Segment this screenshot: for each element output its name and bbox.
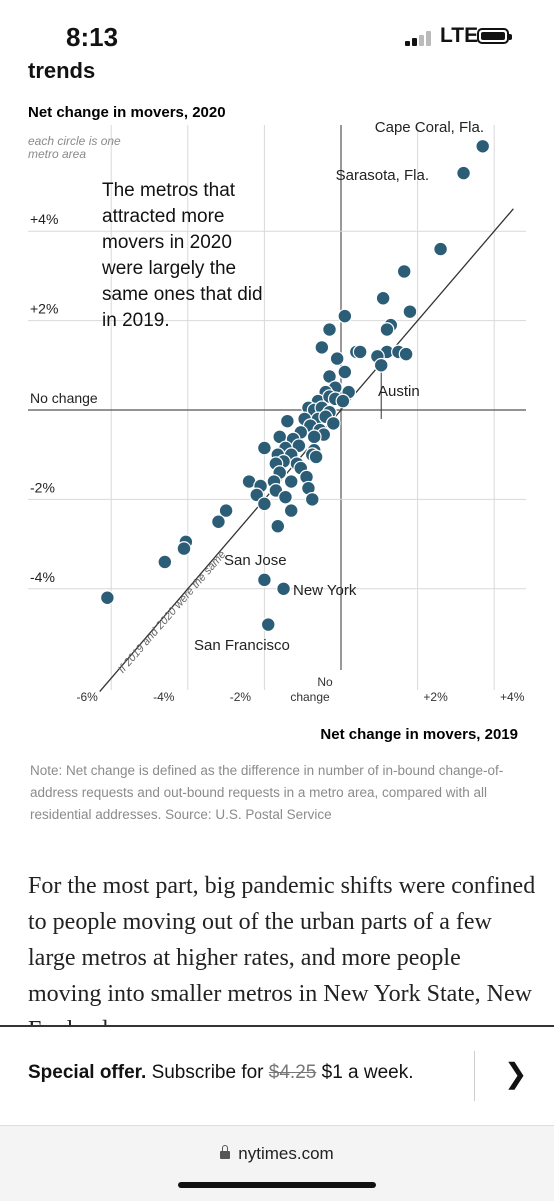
scatter-chart: Net change in movers, 2020 each circle i… [0, 90, 554, 750]
data-point [284, 475, 298, 489]
home-indicator[interactable] [178, 1182, 376, 1188]
chart-note: Note: Net change is defined as the diffe… [30, 760, 530, 826]
data-point [258, 441, 272, 455]
x-tick-label: -4% [153, 690, 175, 704]
y-tick-label: +4% [30, 211, 58, 227]
data-point [305, 493, 319, 507]
data-point [212, 515, 226, 529]
data-point [380, 323, 394, 337]
data-point [434, 242, 448, 256]
point-label: Cape Coral, Fla. [375, 119, 484, 136]
data-point [403, 305, 417, 319]
diagonal-label: If 2019 and 2020 were the same [116, 549, 229, 676]
lock-icon [220, 1151, 230, 1159]
data-point [338, 309, 352, 323]
point-label: Sarasota, Fla. [336, 167, 429, 184]
data-point [258, 573, 272, 587]
data-point [330, 352, 344, 366]
data-point [374, 359, 388, 373]
x-tick-label: +4% [500, 690, 525, 704]
article-body: For the most part, big pandemic shifts w… [28, 868, 538, 1028]
annotation-line: attracted more [102, 206, 225, 227]
data-point [307, 430, 321, 444]
annotation-line: The metros that [102, 180, 236, 201]
y-tick-label: -4% [30, 569, 55, 585]
old-price: $4.25 [269, 1062, 317, 1083]
data-point [261, 618, 275, 632]
signal-icon [405, 30, 435, 46]
data-point [353, 345, 367, 359]
section-heading: trends [28, 58, 95, 84]
data-point [279, 490, 293, 504]
data-point [177, 542, 191, 556]
data-point [158, 555, 172, 569]
battery-icon [477, 28, 509, 44]
data-point [101, 591, 115, 605]
chart-subtitle-line-2: metro area [28, 147, 86, 161]
y-tick-label: +2% [30, 301, 58, 317]
x-tick-label: change [290, 690, 330, 704]
browser-address-bar[interactable]: nytimes.com [0, 1125, 554, 1201]
x-tick-label: No [317, 675, 333, 689]
data-point [309, 450, 323, 464]
point-label: New York [293, 582, 357, 599]
data-point [327, 417, 341, 431]
annotation-line: in 2019. [102, 310, 170, 331]
subscribe-banner[interactable]: Special offer. Subscribe for $4.25 $1 a … [0, 1027, 554, 1125]
network-label: LTE [440, 24, 478, 48]
data-point [397, 265, 411, 279]
status-time: 8:13 [66, 22, 118, 53]
x-tick-label: +2% [423, 690, 448, 704]
chart-annotation: The metros that attracted more movers in 2… [101, 180, 263, 331]
annotation-line: movers in 2020 [102, 232, 232, 253]
chevron-right-icon[interactable]: ❯ [504, 1057, 527, 1090]
point-label: Austin [378, 383, 420, 400]
offer-divider [474, 1051, 475, 1101]
point-label: San Jose [224, 552, 287, 569]
chart-subtitle-line-1: each circle is one [28, 134, 121, 148]
data-point [277, 582, 291, 596]
x-tick-label: -2% [230, 690, 252, 704]
data-point [315, 341, 329, 355]
data-point [284, 504, 298, 518]
y-tick-label: No change [30, 390, 98, 406]
data-point [457, 166, 471, 180]
url-text: nytimes.com [238, 1144, 333, 1163]
offer-text[interactable]: Special offer. Subscribe for $4.25 $1 a … [28, 1062, 414, 1084]
data-point [399, 347, 413, 361]
data-point [376, 291, 390, 305]
data-point [258, 497, 272, 511]
data-point [336, 394, 350, 408]
offer-middle: Subscribe for [152, 1062, 264, 1083]
x-tick-label: -6% [77, 690, 99, 704]
data-point [323, 323, 337, 337]
point-label: San Francisco [194, 637, 290, 654]
annotation-line: were largely the [101, 258, 236, 279]
y-tick-label: -2% [30, 479, 55, 495]
annotation-line: same ones that did [102, 284, 263, 305]
data-point [281, 414, 295, 428]
new-price: $1 a week. [322, 1062, 414, 1083]
chart-title: Net change in movers, 2020 [28, 104, 226, 121]
data-point [476, 139, 490, 153]
url-display[interactable]: nytimes.com [0, 1144, 554, 1164]
offer-prefix: Special offer. [28, 1062, 146, 1083]
data-point [271, 519, 285, 533]
y-axis-ticks: +4% +2% No change -2% -4% [30, 211, 98, 585]
data-point [338, 365, 352, 379]
x-axis-label: Net change in movers, 2019 [320, 726, 518, 743]
